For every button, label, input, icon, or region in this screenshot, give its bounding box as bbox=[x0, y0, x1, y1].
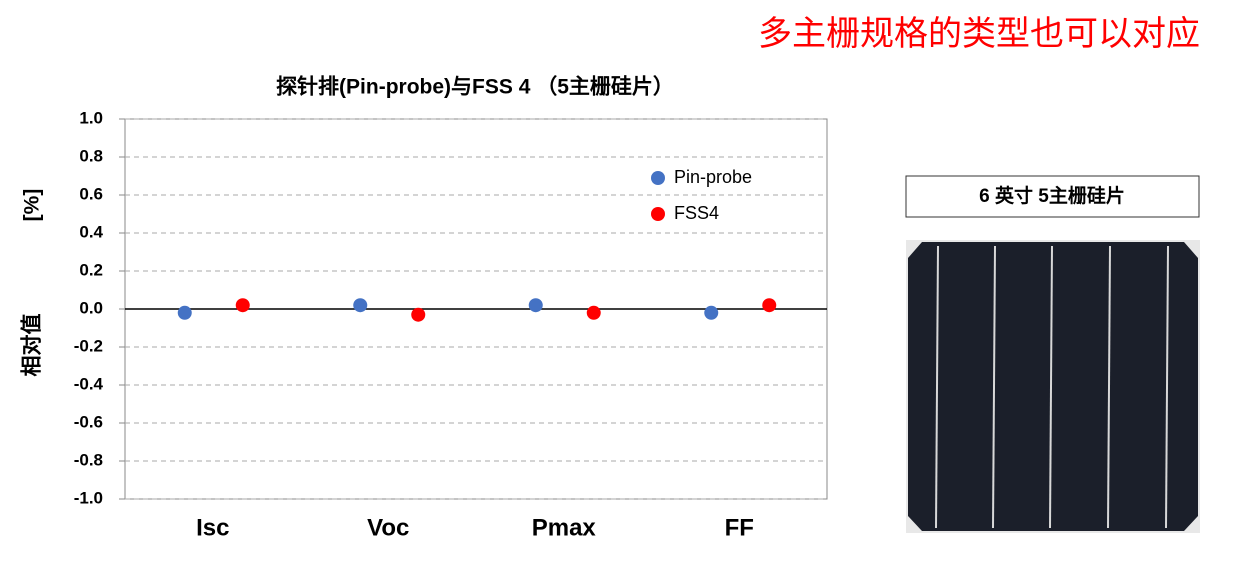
y-tick-label: 1.0 bbox=[79, 108, 103, 127]
legend-marker bbox=[651, 171, 665, 185]
y-tick-label: 0.8 bbox=[79, 146, 103, 165]
y-axis-unit: [%] bbox=[21, 189, 44, 222]
photo-caption: 6 英寸 5主栅硅片 bbox=[979, 184, 1125, 207]
dot bbox=[353, 298, 368, 313]
x-tick-label: Isc bbox=[196, 514, 229, 541]
y-tick-label: 0.4 bbox=[79, 222, 103, 241]
legend-label: FSS4 bbox=[674, 203, 719, 223]
x-tick-label: FF bbox=[725, 514, 754, 541]
caption-box bbox=[905, 175, 1200, 218]
chart-title: 探针排(Pin-probe)与FSS 4 （5主栅硅片） bbox=[276, 75, 674, 99]
x-tick-label: Voc bbox=[367, 514, 409, 541]
y-tick-label: 0.0 bbox=[79, 298, 103, 317]
dot bbox=[528, 298, 543, 313]
dot bbox=[704, 305, 719, 320]
y-axis-label: 相对值 bbox=[20, 314, 44, 377]
dot bbox=[411, 307, 426, 322]
y-tick-label: -0.6 bbox=[74, 412, 103, 431]
y-tick-label: 0.2 bbox=[79, 260, 103, 279]
y-tick-label: 0.6 bbox=[79, 184, 103, 203]
x-tick-label: Pmax bbox=[532, 514, 597, 541]
legend-marker bbox=[651, 207, 665, 221]
dot bbox=[586, 305, 601, 320]
headline: 多主栅规格的类型也可以对应 bbox=[758, 14, 1200, 54]
busbars bbox=[935, 245, 1169, 529]
dot bbox=[235, 298, 250, 313]
dot bbox=[762, 298, 777, 313]
y-tick-label: -0.4 bbox=[74, 374, 104, 393]
solar-cell bbox=[908, 242, 1198, 531]
y-tick-label: -0.8 bbox=[74, 450, 103, 469]
y-tick-label: -1.0 bbox=[74, 488, 103, 507]
y-tick-label: -0.2 bbox=[74, 336, 103, 355]
dot bbox=[177, 305, 192, 320]
legend-label: Pin-probe bbox=[674, 167, 752, 187]
